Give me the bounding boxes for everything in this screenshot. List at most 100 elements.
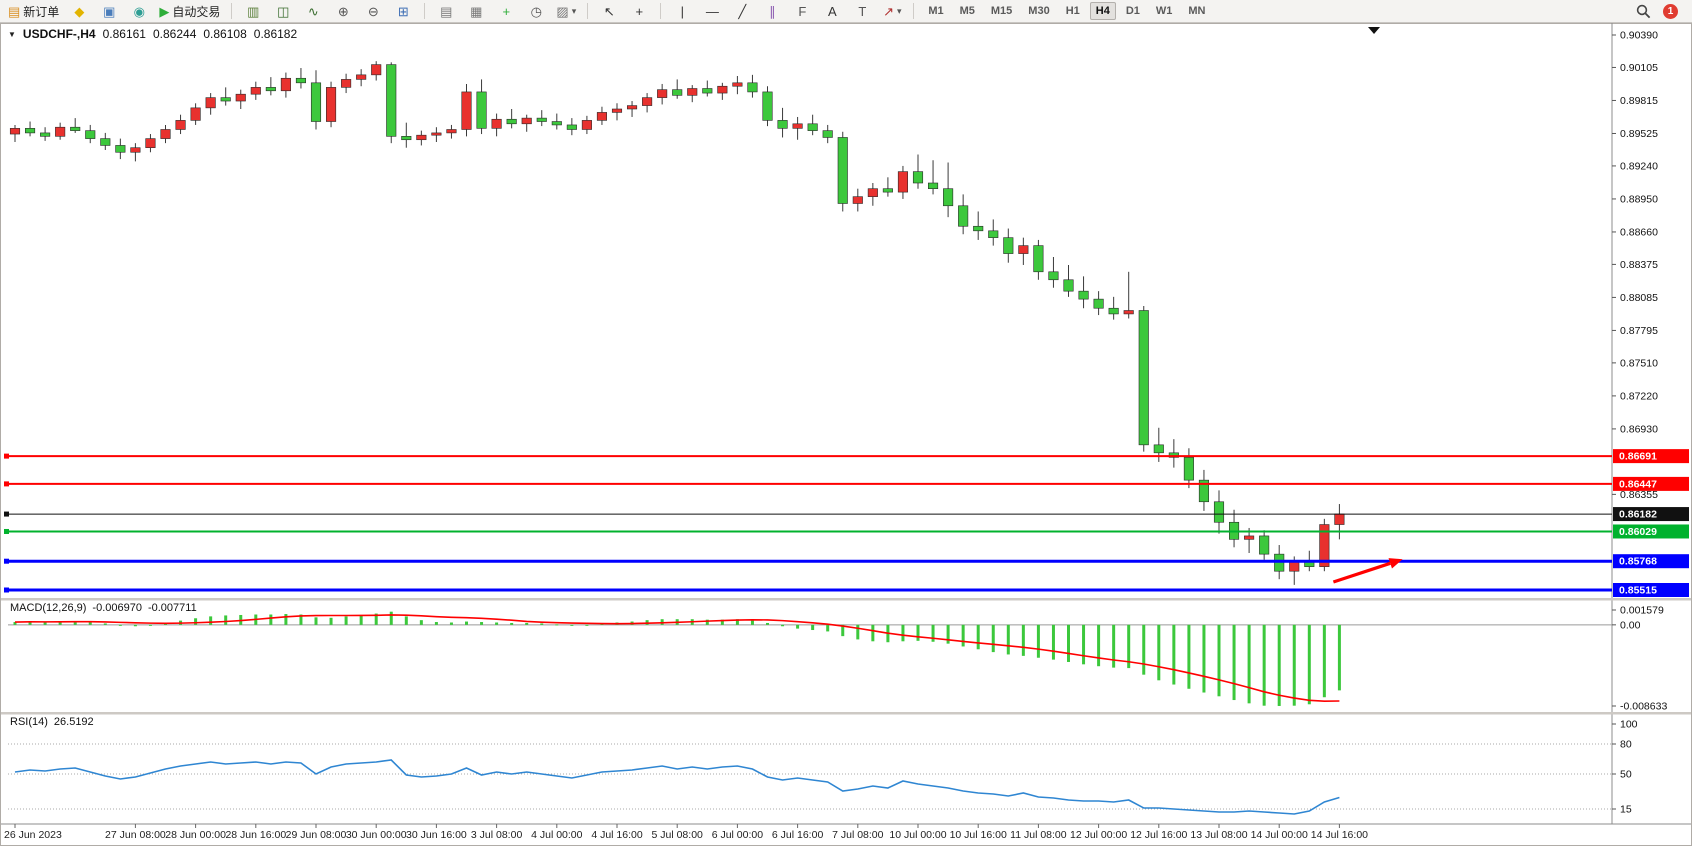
bar-chart-button[interactable]: ▥	[239, 1, 267, 22]
candle-body	[85, 130, 96, 139]
candle-body	[235, 93, 246, 102]
candle-body	[341, 79, 352, 88]
arrows-button[interactable]: ↗ ▾	[878, 1, 906, 22]
price-axis-label: 0.90105	[1620, 62, 1658, 74]
timeframe-h1-button[interactable]: H1	[1065, 5, 1080, 17]
macd-name: MACD(12,26,9)	[10, 602, 87, 614]
candle-body	[1003, 237, 1014, 254]
new-order-button[interactable]: ▤ 新订单	[4, 1, 63, 22]
timeframe-m15-button[interactable]: M15	[990, 5, 1013, 17]
macd-histogram-bar	[465, 621, 468, 625]
trendline-icon: ╱	[738, 3, 747, 19]
time-axis-label: 28 Jun 00:00	[165, 829, 226, 841]
candle-body	[1048, 271, 1059, 281]
price-tag	[1613, 524, 1689, 539]
candle-body	[1319, 524, 1330, 567]
candle-body	[265, 87, 276, 92]
notification-badge[interactable]: 1	[1663, 3, 1678, 19]
vertical-line-button[interactable]: |	[668, 1, 696, 22]
metaeditor-button[interactable]: ◆	[65, 1, 93, 22]
candle-body	[371, 64, 382, 76]
horizontal-line-button[interactable]: —	[698, 1, 726, 22]
zoom-in-button[interactable]: ⊕	[329, 1, 357, 22]
candle-body	[40, 132, 51, 137]
clock-icon: ◷	[530, 3, 542, 19]
label-button[interactable]: T	[848, 1, 876, 22]
toolbar-right: 1	[1636, 3, 1688, 19]
level-line-handle[interactable]	[4, 511, 9, 517]
fibonacci-button[interactable]: F	[788, 1, 816, 22]
autotrading-button[interactable]: ▶ 自动交易	[155, 1, 224, 22]
candlestick-button[interactable]: ◫	[269, 1, 297, 22]
charts-stack-button[interactable]: ▤	[432, 1, 460, 22]
price-tag	[1613, 449, 1689, 464]
candle-body	[55, 126, 66, 137]
candle-body	[280, 77, 291, 92]
macd-histogram-bar	[73, 621, 77, 625]
rsi-name: RSI(14)	[10, 716, 48, 728]
template-button[interactable]: ▨ ▾	[552, 1, 580, 22]
drawn-arrow[interactable]	[1332, 561, 1391, 584]
macd-histogram-bar	[720, 619, 724, 625]
level-line-handle[interactable]	[4, 528, 9, 534]
add-indicator-button[interactable]: +	[492, 1, 520, 22]
panel-separator[interactable]	[1, 712, 1691, 715]
print-button[interactable]: ▣	[95, 1, 123, 22]
crosshair-button[interactable]: +	[625, 1, 653, 22]
timeframe-d1-button[interactable]: D1	[1125, 5, 1140, 17]
news-button[interactable]: ◉	[125, 1, 153, 22]
macd-histogram-bar	[916, 624, 920, 641]
candle-body	[1244, 535, 1255, 540]
timeframe-m30-button[interactable]: M30	[1028, 5, 1050, 17]
symbol-dropdown-icon[interactable]: ▼	[8, 29, 16, 39]
candle-body	[431, 132, 442, 136]
candle-body	[1213, 501, 1225, 523]
panel-separator[interactable]	[1, 598, 1691, 601]
zoom-out-button[interactable]: ⊖	[359, 1, 387, 22]
macd-histogram-bar	[826, 624, 830, 632]
level-line-handle[interactable]	[4, 453, 9, 459]
channel-button[interactable]: ∥	[758, 1, 786, 22]
tile-windows-button[interactable]: ⊞	[389, 1, 417, 22]
macd-histogram-bar	[58, 621, 62, 625]
macd-histogram-bar	[1006, 624, 1010, 655]
candle-body	[732, 82, 743, 87]
candle-body	[130, 147, 141, 153]
data-window-icon: ▦	[470, 3, 483, 19]
text-button[interactable]: A	[818, 1, 846, 22]
level-line-handle[interactable]	[4, 587, 9, 593]
candle-body	[958, 205, 969, 227]
timeframe-mn-button[interactable]: MN	[1188, 5, 1206, 17]
toolbar-separator	[424, 3, 426, 19]
search-icon[interactable]	[1636, 4, 1651, 19]
level-line-handle[interactable]	[4, 558, 9, 564]
line-chart-button[interactable]: ∿	[299, 1, 327, 22]
timeframe-m5-button[interactable]: M5	[959, 5, 975, 17]
macd-histogram-bar	[540, 623, 544, 625]
macd-histogram-bar	[856, 624, 860, 640]
period-clock-button[interactable]: ◷	[522, 1, 550, 22]
cursor-button[interactable]: ↖	[595, 1, 623, 22]
macd-histogram-bar	[269, 614, 273, 625]
timeframe-h4-button[interactable]: H4	[1089, 2, 1116, 20]
shift-marker-icon[interactable]	[1368, 27, 1381, 34]
candle-body	[581, 120, 592, 130]
template-icon: ▨	[556, 3, 569, 19]
macd-histogram-bar	[1097, 624, 1101, 667]
candle-body	[897, 171, 909, 193]
timeframe-w1-button[interactable]: W1	[1155, 5, 1173, 17]
trendline-button[interactable]: ╱	[728, 1, 756, 22]
time-axis-label: 5 Jul 08:00	[652, 829, 704, 841]
candle-body	[9, 128, 21, 135]
level-line-handle[interactable]	[4, 481, 9, 487]
timeframe-m1-button[interactable]: M1	[928, 5, 944, 17]
candle-body	[626, 105, 638, 110]
candle-body	[762, 91, 773, 121]
macd-histogram-bar	[103, 623, 107, 625]
macd-histogram-bar	[1082, 624, 1086, 665]
data-window-button[interactable]: ▦	[462, 1, 490, 22]
chart-symbol-header: ▼ USDCHF-,H4 0.86161 0.86244 0.86108 0.8…	[8, 27, 297, 41]
drawn-arrow-head[interactable]	[1388, 558, 1403, 569]
text-label-icon: T	[858, 3, 867, 19]
